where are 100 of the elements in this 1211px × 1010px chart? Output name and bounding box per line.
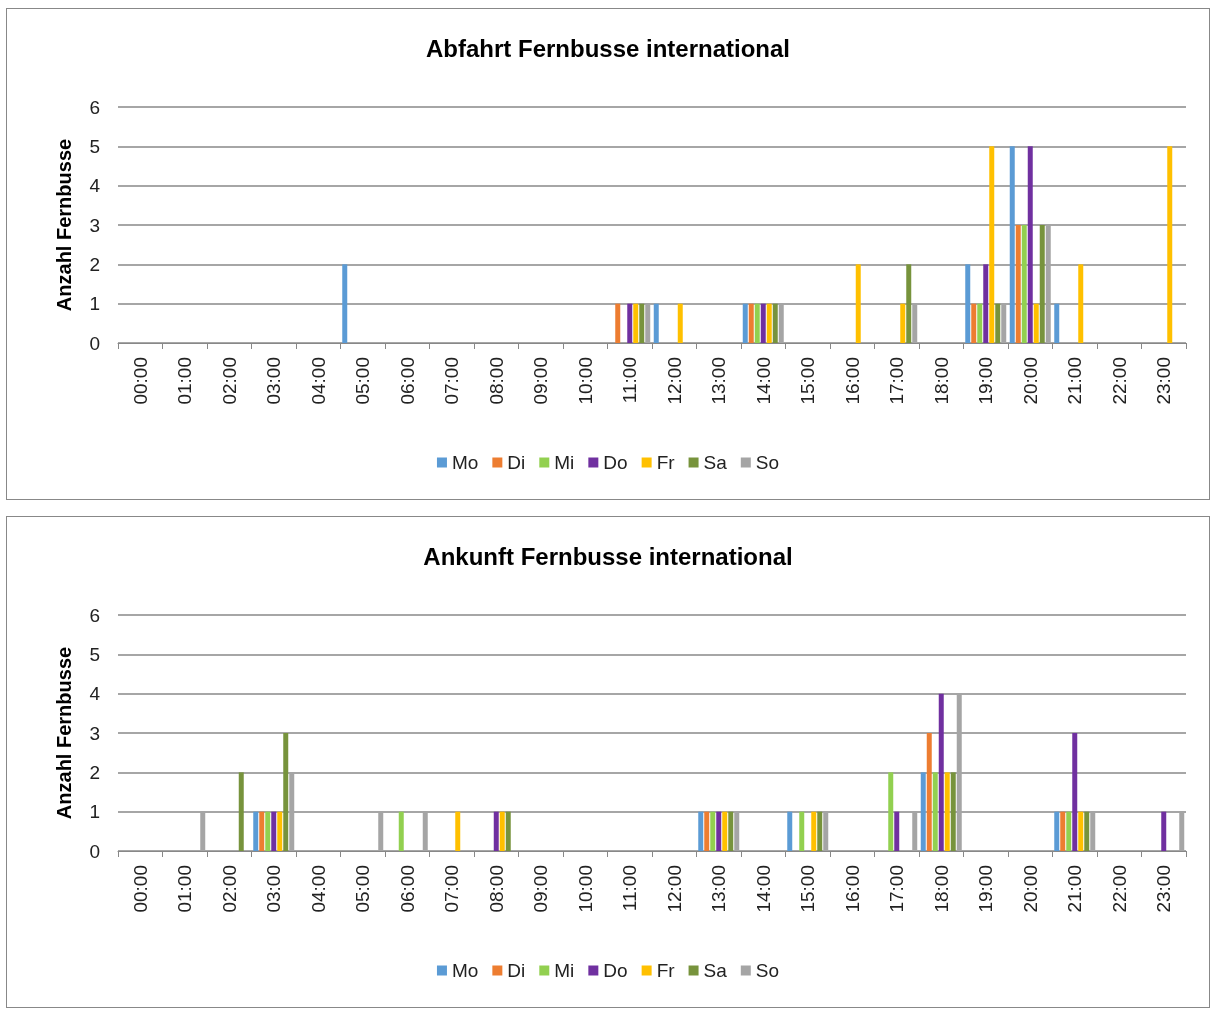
bar — [1039, 225, 1045, 343]
y-axis-title: Anzahl Fernbusse — [53, 138, 75, 312]
x-tick-label: 05:00 — [352, 865, 374, 913]
bar — [1054, 303, 1060, 343]
legend-label: Fr — [656, 960, 676, 981]
x-tick-label: 21:00 — [1064, 865, 1086, 913]
bar — [633, 303, 639, 343]
chart-title: Ankunft Fernbusse international — [423, 542, 793, 570]
bar — [766, 303, 772, 343]
y-tick-label: 4 — [89, 175, 101, 197]
bar — [989, 146, 995, 343]
y-tick-label: 2 — [89, 761, 100, 783]
x-tick-label: 12:00 — [663, 865, 685, 913]
x-tick-label: 10:00 — [574, 357, 596, 405]
bar — [627, 303, 633, 343]
x-tick-label: 13:00 — [708, 357, 730, 405]
x-tick-label: 08:00 — [485, 357, 507, 405]
x-tick-label: 02:00 — [218, 357, 240, 405]
x-tick-label: 01:00 — [174, 865, 196, 913]
bar — [1045, 225, 1051, 343]
x-tick-label: 20:00 — [1019, 357, 1041, 405]
x-tick-label: 15:00 — [797, 357, 819, 405]
legend-label: Di — [507, 960, 526, 981]
bar — [398, 811, 404, 851]
x-tick-label: 17:00 — [886, 865, 908, 913]
x-tick-label: 05:00 — [352, 357, 374, 405]
bar — [639, 303, 645, 343]
bar — [1015, 225, 1021, 343]
legend-label: Mi — [554, 960, 575, 981]
bar — [977, 303, 983, 343]
bar — [499, 811, 505, 851]
x-tick-label: 09:00 — [530, 865, 552, 913]
bar — [455, 811, 461, 851]
bar — [653, 303, 659, 343]
y-tick-label: 6 — [89, 96, 100, 118]
bar — [1078, 811, 1084, 851]
x-tick-label: 23:00 — [1153, 357, 1175, 405]
legend-label: So — [755, 452, 780, 473]
legend-label: So — [755, 960, 780, 981]
x-tick-label: 12:00 — [663, 357, 685, 405]
bar — [823, 811, 829, 851]
bar — [342, 264, 348, 343]
bar — [754, 303, 760, 343]
x-tick-label: 20:00 — [1019, 865, 1041, 913]
bar — [422, 811, 428, 851]
x-tick-label: 08:00 — [485, 865, 507, 913]
bar — [1066, 811, 1072, 851]
x-tick-label: 06:00 — [396, 357, 418, 405]
bar — [894, 811, 900, 851]
bar — [722, 811, 728, 851]
bar — [1009, 146, 1015, 343]
bar — [811, 811, 817, 851]
y-tick-label: 5 — [89, 643, 100, 665]
bar — [493, 811, 499, 851]
bar — [1054, 811, 1060, 851]
bar — [900, 303, 906, 343]
x-tick-label: 17:00 — [886, 357, 908, 405]
x-tick-label: 14:00 — [752, 865, 774, 913]
x-tick-label: 10:00 — [574, 865, 596, 913]
y-tick-label: 0 — [89, 840, 100, 862]
bar — [1179, 811, 1185, 851]
bar — [505, 811, 511, 851]
legend-label: Mo — [451, 960, 479, 981]
legend-label: Do — [603, 960, 628, 981]
bar — [277, 811, 283, 851]
bar — [920, 772, 926, 851]
y-tick-label: 3 — [89, 722, 100, 744]
bar — [200, 811, 206, 851]
bar — [1161, 811, 1167, 851]
bar — [1033, 303, 1039, 343]
y-tick-label: 2 — [89, 253, 100, 275]
bar — [734, 811, 740, 851]
bar — [259, 811, 265, 851]
y-axis-title: Anzahl Fernbusse — [53, 646, 75, 820]
bar — [983, 264, 989, 343]
bar — [888, 772, 894, 851]
bar — [950, 772, 956, 851]
x-tick-label: 22:00 — [1108, 357, 1130, 405]
bar — [855, 264, 861, 343]
bar — [748, 303, 754, 343]
x-tick-label: 23:00 — [1153, 865, 1175, 913]
bar — [677, 303, 683, 343]
bar — [778, 303, 784, 343]
bar — [760, 303, 766, 343]
bar — [1001, 303, 1007, 343]
x-tick-label: 07:00 — [441, 357, 463, 405]
bar — [1021, 225, 1027, 343]
y-tick-label: 6 — [89, 604, 100, 626]
bar — [956, 693, 962, 851]
y-tick-label: 1 — [89, 801, 100, 823]
bar — [995, 303, 1001, 343]
y-tick-label: 0 — [89, 332, 100, 354]
x-tick-label: 19:00 — [975, 865, 997, 913]
x-tick-label: 06:00 — [396, 865, 418, 913]
bar — [965, 264, 971, 343]
bar — [1084, 811, 1090, 851]
x-tick-label: 22:00 — [1108, 865, 1130, 913]
x-tick-label: 14:00 — [752, 357, 774, 405]
x-tick-label: 01:00 — [174, 357, 196, 405]
bar — [787, 811, 793, 851]
